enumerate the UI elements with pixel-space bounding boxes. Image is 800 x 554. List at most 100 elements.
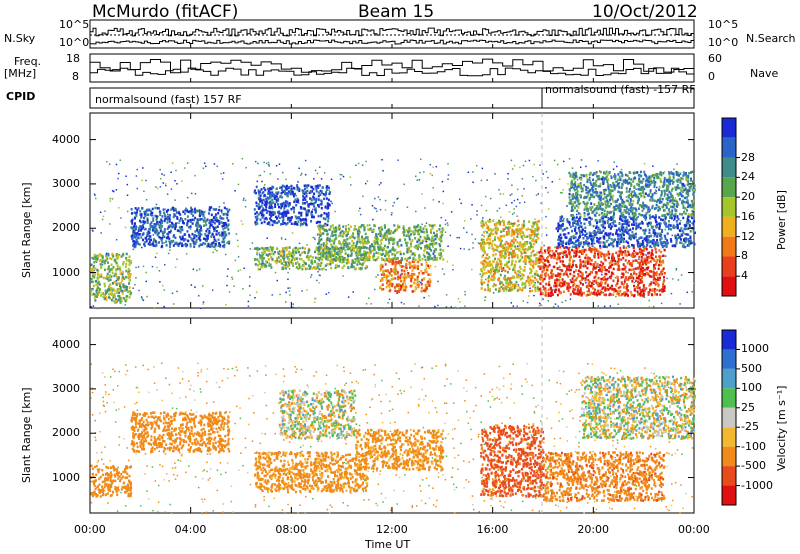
scatter-cell <box>342 430 345 433</box>
scatter-cell <box>655 425 658 427</box>
scatter-cell <box>190 409 192 411</box>
scatter-cell <box>145 271 147 274</box>
scatter-cell <box>166 193 169 195</box>
scatter-cell <box>566 440 569 442</box>
scatter-cell <box>262 262 265 265</box>
scatter-cell <box>535 490 538 492</box>
scatter-cell <box>379 470 382 472</box>
scatter-cell <box>239 269 242 271</box>
scatter-cell <box>323 172 326 174</box>
scatter-cell <box>378 394 380 396</box>
scatter-cell <box>420 490 422 492</box>
scatter-cell <box>537 404 539 406</box>
scatter-cell <box>279 293 281 296</box>
scatter-cell <box>576 179 579 181</box>
scatter-cell <box>501 270 503 273</box>
cpid-segment-1: normalsound (fast) 157 RF <box>95 93 242 106</box>
scatter-cell <box>450 211 453 213</box>
scatter-cell <box>321 488 324 490</box>
scatter-cell <box>391 386 394 388</box>
scatter-cell <box>470 428 472 431</box>
scatter-cell <box>565 241 568 244</box>
scatter-cell <box>579 166 582 169</box>
scatter-cell <box>90 306 92 308</box>
scatter-cell <box>387 302 389 304</box>
scatter-cell <box>487 400 490 402</box>
scatter-cell <box>331 202 333 205</box>
scatter-cell <box>378 183 381 186</box>
scatter-cell <box>157 484 160 487</box>
scatter-cell <box>655 227 658 229</box>
scatter-cell <box>264 184 266 186</box>
date-title: 10/Oct/2012 <box>592 2 698 22</box>
colorbar-tick-label: 4 <box>741 269 748 283</box>
scatter-cell <box>610 426 612 428</box>
colorbar-tick-label: -25 <box>741 420 759 434</box>
scatter-cell <box>379 428 382 431</box>
scatter-cell <box>371 204 374 207</box>
scatter-cell <box>395 252 398 254</box>
scatter-cell <box>644 367 646 369</box>
scatter-cell <box>641 475 644 478</box>
scatter-cell <box>338 459 341 461</box>
scatter-cell <box>204 222 207 224</box>
scatter-cell <box>146 465 148 467</box>
scatter-cell <box>449 234 452 237</box>
scatter-cell <box>280 455 283 458</box>
scatter-cell <box>425 477 428 480</box>
scatter-cell <box>667 386 670 389</box>
scatter-cell <box>179 382 181 384</box>
scatter-cell <box>504 228 506 230</box>
scatter-cell <box>222 237 224 239</box>
scatter-cell <box>165 184 167 187</box>
scatter-cell <box>124 304 127 306</box>
scatter-cell <box>167 252 170 255</box>
scatter-cell <box>615 165 618 168</box>
scatter-cell <box>114 370 116 373</box>
scatter-cell <box>559 382 562 385</box>
scatter-cell <box>512 223 515 225</box>
scatter-cell <box>402 265 405 268</box>
scatter-cell <box>90 397 92 399</box>
scatter-cell <box>567 183 569 185</box>
scatter-cell <box>147 368 149 371</box>
scatter-cell <box>671 387 674 390</box>
scatter-cell <box>480 204 483 207</box>
scatter-cell <box>366 180 369 182</box>
scatter-cell <box>364 368 367 371</box>
scatter-cell <box>202 167 205 169</box>
colorbar-segment <box>722 466 736 486</box>
scatter-cell <box>558 178 561 180</box>
scatter-cell <box>684 233 686 235</box>
scatter-cell <box>559 191 562 194</box>
scatter-cell <box>509 194 512 196</box>
scatter-cell <box>374 197 376 200</box>
scatter-cell <box>656 401 658 404</box>
scatter-cell <box>284 512 286 515</box>
scatter-cell <box>380 247 383 250</box>
noise-tick-right-top: 10^5 <box>708 18 739 31</box>
scatter-cell <box>220 473 222 476</box>
scatter-cell <box>628 414 631 417</box>
scatter-cell <box>94 419 96 422</box>
scatter-cell <box>510 492 512 494</box>
scatter-cell <box>118 436 121 438</box>
scatter-cell <box>537 193 540 195</box>
scatter-cell <box>534 282 536 284</box>
scatter-cell <box>295 194 297 197</box>
scatter-cell <box>271 294 274 296</box>
scatter-cell <box>406 206 409 208</box>
scatter-cell <box>432 504 435 506</box>
scatter-cell <box>266 418 268 420</box>
scatter-cell <box>102 215 105 218</box>
scatter-cell <box>226 377 229 379</box>
scatter-cell <box>457 454 460 457</box>
scatter-cell <box>279 217 281 220</box>
scatter-cell <box>124 505 127 507</box>
x-tick-label: 00:00 <box>678 523 710 536</box>
scatter-cell <box>425 240 428 243</box>
scatter-cell <box>295 371 297 373</box>
scatter-cell <box>478 433 480 436</box>
colorbar-segment <box>722 177 736 198</box>
